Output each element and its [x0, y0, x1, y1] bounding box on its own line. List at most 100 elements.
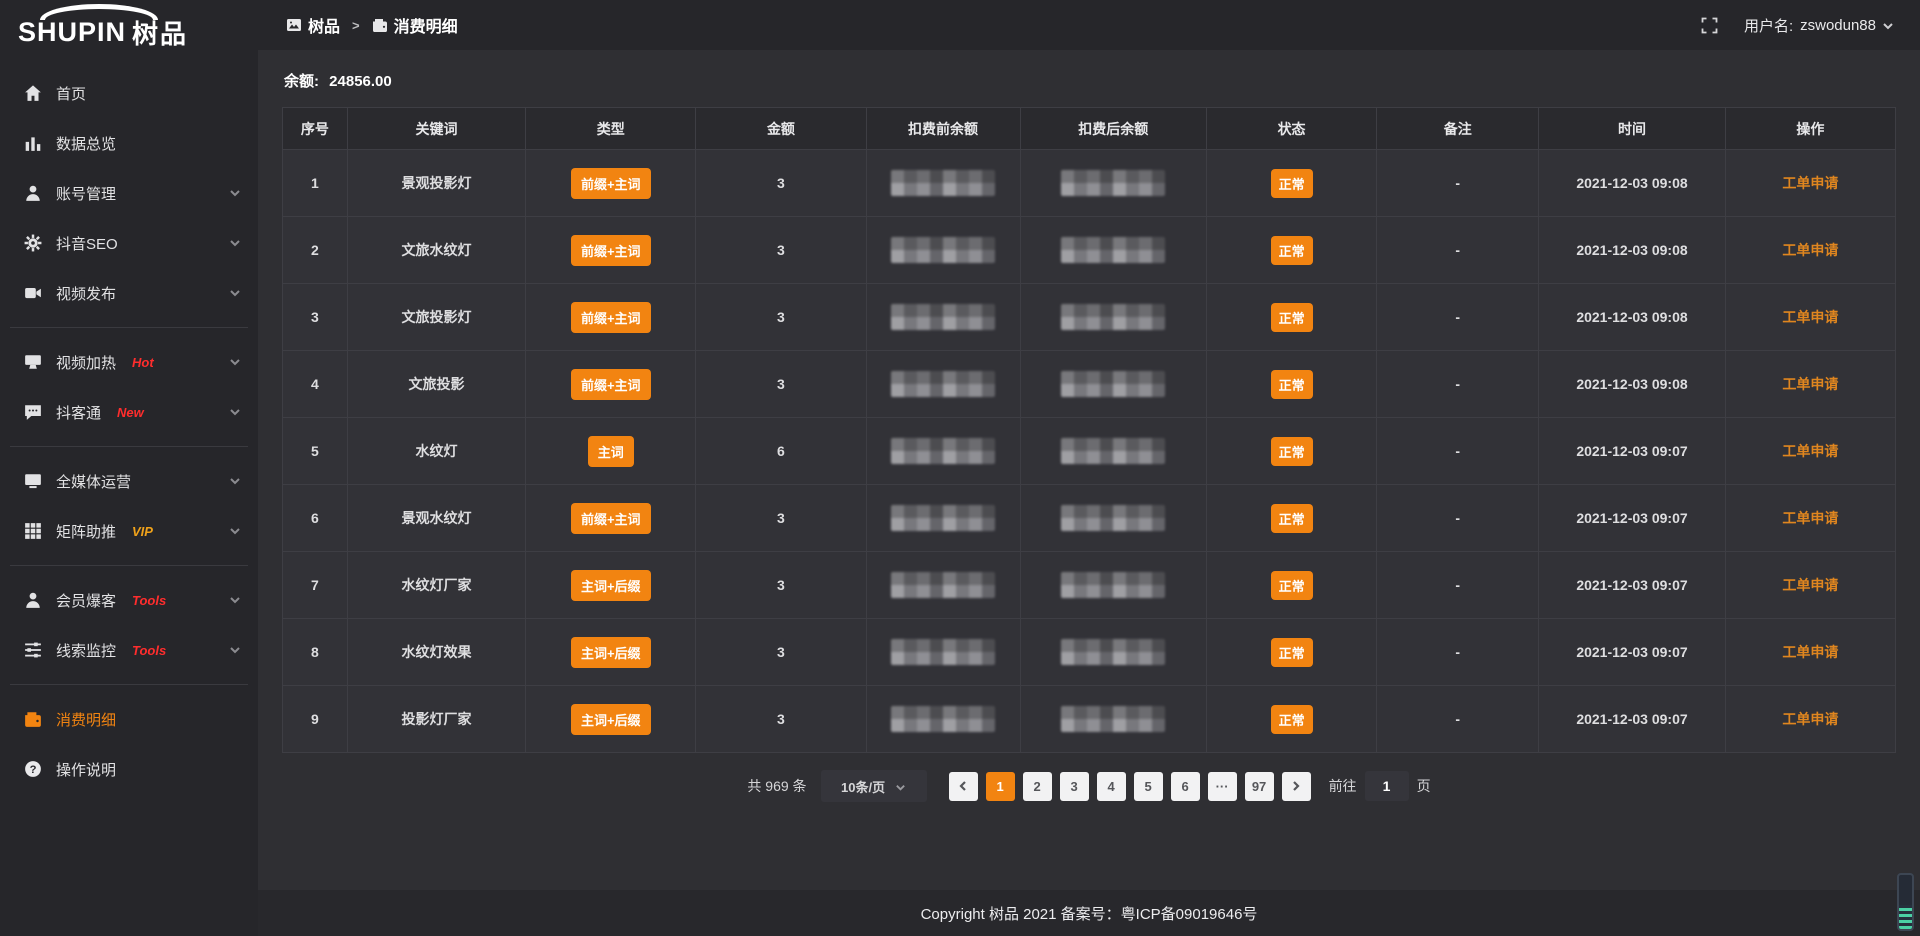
page-button-1[interactable]: 1	[985, 771, 1015, 801]
column-header: 关键词	[346, 107, 527, 150]
sidebar-item-4[interactable]: 视频发布	[0, 268, 258, 318]
cell-status: 正常	[1205, 417, 1378, 485]
cell-keyword: 景观投影灯	[346, 149, 527, 217]
sidebar-item-6[interactable]: 视频加热 Hot	[0, 337, 258, 387]
cell-balance-after	[1019, 685, 1207, 753]
bar-chart-icon	[24, 134, 42, 152]
cell-type: 前缀+主词	[525, 149, 697, 217]
page-button-97[interactable]: 97	[1244, 771, 1274, 801]
cell-balance-after	[1019, 216, 1207, 284]
cell-time: 2021-12-03 09:07	[1538, 618, 1726, 686]
status-badge: 正常	[1270, 168, 1313, 198]
sidebar-item-16[interactable]: ? 操作说明	[0, 744, 258, 794]
masked-balance-before	[891, 438, 996, 464]
sidebar-item-9[interactable]: 全媒体运营	[0, 456, 258, 506]
page-button-2[interactable]: 2	[1022, 771, 1052, 801]
cell-balance-after	[1019, 283, 1207, 351]
page-button-5[interactable]: 5	[1133, 771, 1163, 801]
status-badge: 正常	[1270, 637, 1313, 667]
goto-page-input[interactable]	[1364, 771, 1409, 801]
sidebar-item-12[interactable]: 会员爆客 Tools	[0, 575, 258, 625]
next-page-button[interactable]	[1281, 771, 1311, 801]
cell-balance-after	[1019, 618, 1207, 686]
sidebar-item-10[interactable]: 矩阵助推 VIP	[0, 506, 258, 556]
sidebar-item-label: 数据总览	[56, 135, 117, 153]
gear-icon	[24, 234, 42, 252]
breadcrumb-current[interactable]: 消费明细	[393, 19, 458, 36]
chevron-down-icon	[228, 405, 242, 419]
type-badge: 前缀+主词	[570, 301, 651, 333]
cell-balance-before	[865, 417, 1021, 485]
page-button-6[interactable]: 6	[1170, 771, 1200, 801]
page-button-3[interactable]: 3	[1059, 771, 1089, 801]
masked-balance-after	[1061, 706, 1166, 732]
work-order-link[interactable]: 工单申请	[1782, 175, 1839, 191]
work-order-link[interactable]: 工单申请	[1782, 309, 1839, 325]
cell-balance-before	[865, 350, 1021, 418]
work-order-link[interactable]: 工单申请	[1782, 443, 1839, 459]
chevron-down-icon	[228, 593, 242, 607]
table-body: 1 景观投影灯 前缀+主词 3 正常 - 2021-12-03 09:08 工单…	[282, 149, 1897, 753]
footer: Copyright 树品 2021 备案号：粤ICP备09019646号	[258, 890, 1920, 936]
grid-icon	[24, 522, 42, 540]
pagination-total: 共 969 条	[747, 778, 807, 794]
chat-widget-stripes	[1899, 905, 1912, 929]
page-buttons: 1 2 3 4 5 6 ··· 97	[982, 771, 1278, 801]
masked-balance-before	[891, 505, 996, 531]
cell-action: 工单申请	[1724, 685, 1897, 753]
work-order-link[interactable]: 工单申请	[1782, 376, 1839, 392]
logo-arc-decoration	[40, 4, 158, 20]
cell-time: 2021-12-03 09:07	[1538, 685, 1726, 753]
sidebar-item-2[interactable]: 账号管理	[0, 168, 258, 218]
work-order-link[interactable]: 工单申请	[1782, 711, 1839, 727]
sidebar-item-0[interactable]: 首页	[0, 68, 258, 118]
cell-index: 6	[282, 484, 348, 552]
sidebar-item-label: 矩阵助推	[56, 523, 117, 541]
sidebar-item-label: 视频发布	[56, 285, 117, 303]
work-order-link[interactable]: 工单申请	[1782, 577, 1839, 593]
page-button-4[interactable]: 4	[1096, 771, 1126, 801]
cell-balance-after	[1019, 484, 1207, 552]
fullscreen-icon[interactable]	[1701, 17, 1718, 34]
cell-index: 5	[282, 417, 348, 485]
cell-action: 工单申请	[1724, 283, 1897, 351]
page-size-select[interactable]: 10条/页	[820, 770, 927, 802]
cell-time: 2021-12-03 09:07	[1538, 417, 1726, 485]
goto-suffix: 页	[1416, 778, 1431, 794]
cell-amount: 3	[695, 618, 867, 686]
sidebar-item-1[interactable]: 数据总览	[0, 118, 258, 168]
wallet-icon	[372, 17, 388, 33]
more-pages-button[interactable]: ···	[1207, 771, 1237, 801]
column-header: 备注	[1376, 107, 1540, 150]
breadcrumb-separator: >	[352, 17, 360, 33]
cell-balance-after	[1019, 417, 1207, 485]
chat-widget[interactable]	[1897, 873, 1914, 931]
cell-action: 工单申请	[1724, 417, 1897, 485]
cell-status: 正常	[1205, 618, 1378, 686]
prev-page-button[interactable]	[948, 771, 978, 801]
cell-status: 正常	[1205, 685, 1378, 753]
work-order-link[interactable]: 工单申请	[1782, 510, 1839, 526]
work-order-link[interactable]: 工单申请	[1782, 242, 1839, 258]
cell-index: 2	[282, 216, 348, 284]
sidebar-item-3[interactable]: 抖音SEO	[0, 218, 258, 268]
masked-balance-after	[1061, 237, 1166, 263]
cell-amount: 3	[695, 283, 867, 351]
breadcrumb-home[interactable]: 树品	[308, 19, 341, 36]
brand-logo: SHUPIN 树品	[0, 0, 258, 64]
masked-balance-before	[891, 706, 996, 732]
cell-keyword: 水纹灯效果	[346, 618, 527, 686]
sidebar-item-15[interactable]: 消费明细	[0, 694, 258, 744]
sidebar-item-7[interactable]: 抖客通 New	[0, 387, 258, 437]
cell-amount: 3	[695, 551, 867, 619]
cell-remark: -	[1376, 149, 1540, 217]
cell-amount: 6	[695, 417, 867, 485]
cell-balance-before	[865, 149, 1021, 217]
sidebar-item-13[interactable]: 线索监控 Tools	[0, 625, 258, 675]
topbar-right: 用户名: zswodun88	[1701, 15, 1894, 36]
cell-balance-before	[865, 283, 1021, 351]
cell-index: 4	[282, 350, 348, 418]
cell-amount: 3	[695, 685, 867, 753]
work-order-link[interactable]: 工单申请	[1782, 644, 1839, 660]
user-menu[interactable]: 用户名: zswodun88	[1744, 15, 1894, 36]
